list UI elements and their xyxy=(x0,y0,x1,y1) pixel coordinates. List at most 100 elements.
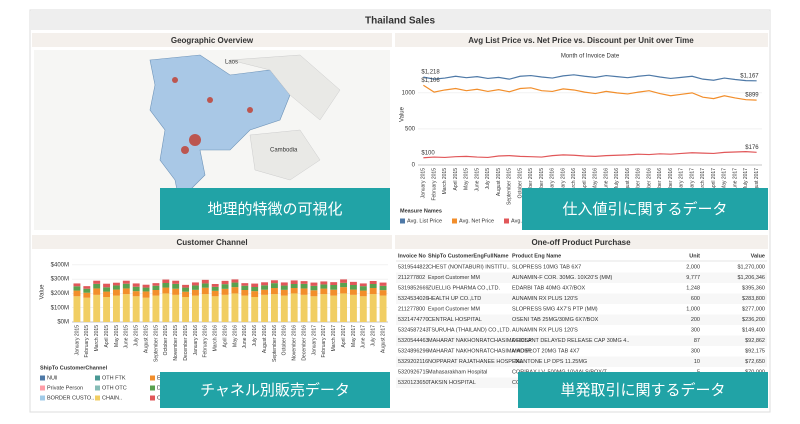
bar-segment xyxy=(122,283,130,289)
bar-segment xyxy=(93,288,101,295)
x-tick-label: February 2016 xyxy=(560,168,566,201)
x-tick-label: July 2016 xyxy=(252,325,258,347)
x-tick-label: June 2016 xyxy=(603,168,609,192)
table-header: Invoice No xyxy=(398,253,426,259)
x-tick-label: August 2017 xyxy=(754,168,760,196)
bar-segment xyxy=(369,294,377,322)
x-tick-label: October 2016 xyxy=(282,325,288,356)
y-tick-label: 1000 xyxy=(402,90,416,96)
x-tick-label: September 2016 xyxy=(636,168,642,205)
table-cell: 5320544463 xyxy=(398,338,429,344)
table-cell: OSENI TAB 25MG/30MG 6X7/BOX xyxy=(512,317,599,323)
bar-segment xyxy=(201,283,209,288)
neighbor xyxy=(249,129,321,181)
bar-segment xyxy=(103,283,111,288)
table-header: Unit xyxy=(689,253,700,259)
line-series xyxy=(423,84,757,101)
bar-segment xyxy=(231,287,239,294)
bar-segment xyxy=(152,285,160,290)
bar-segment xyxy=(330,289,338,296)
table-cell: 5321474770 xyxy=(398,317,429,323)
legend-swatch xyxy=(150,375,155,381)
bar-segment xyxy=(251,287,259,292)
x-tick-label: March 2016 xyxy=(213,325,219,352)
table-cell: 5324534026 xyxy=(398,296,429,302)
bar-segment xyxy=(112,295,120,322)
x-tick-label: March 2015 xyxy=(94,325,100,352)
bar-segment xyxy=(122,294,130,322)
legend-swatch xyxy=(504,218,509,224)
bar-segment xyxy=(290,280,298,284)
caption-box xyxy=(160,372,390,408)
bar-segment xyxy=(172,294,180,322)
bar-segment xyxy=(320,284,328,289)
bar-segment xyxy=(132,296,140,322)
legend-label: CHAIN.. xyxy=(102,395,123,401)
bar-segment xyxy=(93,280,101,284)
bar-segment xyxy=(359,290,367,297)
bar-segment xyxy=(122,288,130,295)
bar-segment xyxy=(132,291,140,297)
bar-segment xyxy=(340,293,348,322)
legend-swatch xyxy=(452,218,457,224)
table-cell: MADIPLOT 20MG TAB 4X7 xyxy=(512,348,580,354)
bar-segment xyxy=(300,288,308,295)
y-tick-label: 500 xyxy=(405,127,416,133)
bar-segment xyxy=(320,294,328,322)
table-cell: $92,862 xyxy=(745,338,765,344)
bar-segment xyxy=(191,282,199,286)
bar-segment xyxy=(103,287,111,292)
bar-segment xyxy=(83,288,91,293)
bar-segment xyxy=(172,280,180,284)
value-label: $1,167 xyxy=(740,73,759,79)
bar-segment xyxy=(251,291,259,297)
value-label: $899 xyxy=(745,93,759,99)
x-tick-label: March 2016 xyxy=(571,168,577,195)
bar-segment xyxy=(241,290,249,296)
map-dot xyxy=(207,97,213,103)
bar-segment xyxy=(191,289,199,296)
bar-segment xyxy=(359,283,367,287)
legend-swatch xyxy=(40,385,45,391)
x-tick-label: September 2015 xyxy=(153,325,159,362)
legend-label: Private Person xyxy=(47,385,83,391)
x-tick-label: January 2017 xyxy=(311,325,317,356)
legend-label: OTH FTK xyxy=(102,375,126,381)
x-tick-label: January 2017 xyxy=(679,168,685,199)
table-cell: 300 xyxy=(691,327,700,333)
panel-header xyxy=(395,235,768,249)
legend-swatch xyxy=(95,375,100,381)
panel-title: Geographic Overview xyxy=(171,36,254,45)
y-axis-label: Value xyxy=(400,106,406,122)
x-tick-label: June 2015 xyxy=(124,325,130,349)
row-band xyxy=(396,335,767,346)
table-header: Value xyxy=(751,253,765,259)
table-cell: 5320123650 xyxy=(398,380,429,386)
chart-title: Customer Channel xyxy=(176,238,247,247)
bar-segment xyxy=(162,287,170,294)
bar-segment xyxy=(349,281,357,285)
x-tick-label: April 2015 xyxy=(104,325,110,348)
table-cell: SLOPRESS 10MG TAB 6X7 xyxy=(512,264,581,270)
bar-segment xyxy=(310,285,318,291)
bar-segment xyxy=(369,281,377,284)
table-cell: $72,650 xyxy=(745,359,765,365)
bar-segment xyxy=(122,280,130,284)
bar-segment xyxy=(379,282,387,286)
table-cell: $236,200 xyxy=(742,317,765,323)
bar-segment xyxy=(103,297,111,322)
x-tick-label: April 2015 xyxy=(453,168,459,191)
x-tick-label: October 2015 xyxy=(517,168,523,199)
table-cell: 211277800 xyxy=(398,306,425,312)
bar-segment xyxy=(379,290,387,296)
bar-segment xyxy=(191,295,199,322)
table-cell: HEALTH UP CO.,LTD xyxy=(428,296,481,302)
y-tick-label: $300M xyxy=(51,277,69,283)
table-cell: 211277802 xyxy=(398,275,425,281)
panel-title: One-off Product Purchase xyxy=(531,238,631,247)
table-cell: NOPPARAT RAJATHANEE HOSPITAL xyxy=(428,359,523,365)
bar-segment xyxy=(172,288,180,295)
legend-label: Avg. List Price xyxy=(407,218,442,224)
legend-title: Measure Names xyxy=(400,208,442,214)
bar-segment xyxy=(251,283,259,287)
